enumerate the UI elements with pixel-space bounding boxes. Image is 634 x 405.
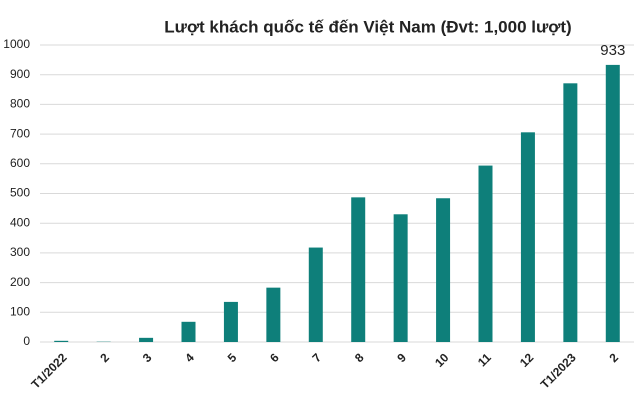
bar: [351, 197, 366, 342]
bar: [181, 321, 196, 342]
x-tick-label: 12: [517, 350, 537, 370]
y-tick-label: 800: [10, 97, 30, 111]
x-tick-label: T1/2023: [538, 350, 579, 391]
bar: [54, 340, 69, 342]
bar: [393, 214, 408, 342]
x-tick-label: 8: [352, 350, 367, 365]
x-tick-label: 11: [475, 350, 494, 369]
y-tick-label: 700: [10, 126, 30, 140]
bar: [139, 337, 154, 342]
x-tick-label: 7: [310, 350, 325, 365]
data-label: 933: [600, 42, 625, 59]
y-tick-label: 400: [10, 215, 30, 229]
x-tick-label: T1/2022: [29, 350, 70, 391]
bar: [605, 64, 620, 343]
x-tick-label: 4: [182, 350, 197, 365]
bar: [478, 165, 493, 342]
y-tick-label: 100: [10, 304, 30, 318]
bar: [223, 301, 238, 342]
x-tick-label: 5: [225, 350, 240, 365]
y-tick-label: 200: [10, 275, 30, 289]
y-tick-label: 900: [10, 67, 30, 81]
bar: [563, 83, 578, 343]
x-tick-label: 3: [140, 350, 155, 365]
chart-title: Lượt khách quốc tế đến Việt Nam (Đvt: 1,…: [164, 17, 571, 36]
y-tick-label: 300: [10, 245, 30, 259]
x-tick-label: 9: [394, 350, 409, 365]
y-tick-label: 0: [23, 334, 30, 348]
bar: [436, 198, 451, 342]
x-tick-label: 2: [607, 350, 622, 365]
bar: [308, 247, 323, 342]
x-tick-label: 6: [267, 350, 282, 365]
bar: [520, 132, 535, 342]
y-tick-label: 500: [10, 186, 30, 200]
x-tick-label: 2: [97, 350, 112, 365]
x-tick-label: 10: [432, 350, 452, 370]
y-tick-label: 1000: [3, 37, 30, 51]
y-tick-label: 600: [10, 156, 30, 170]
bar: [266, 287, 281, 342]
